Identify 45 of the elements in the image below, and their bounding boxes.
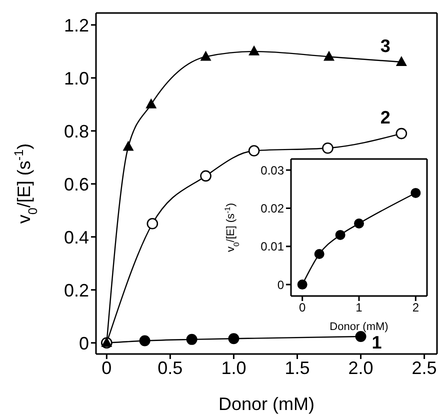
x-tick-label: 2 bbox=[412, 300, 420, 315]
x-tick-label: 1.0 bbox=[221, 358, 246, 378]
x-tick-label: 1 bbox=[356, 300, 363, 315]
y-tick-label: 0.6 bbox=[64, 174, 89, 194]
y-tick-label: 0.4 bbox=[64, 227, 89, 248]
series-label: 1 bbox=[372, 332, 382, 353]
point bbox=[248, 145, 260, 156]
y-tick-label: 0 bbox=[277, 278, 284, 292]
point bbox=[410, 188, 421, 198]
x-tick-label: 0 bbox=[298, 300, 306, 315]
point bbox=[248, 45, 260, 56]
y-tick-label: 1.0 bbox=[64, 68, 89, 88]
point bbox=[228, 333, 240, 344]
x-axis-title: Donor (mM) bbox=[218, 394, 315, 414]
x-tick-label: 0 bbox=[102, 358, 112, 378]
series-label: 2 bbox=[380, 108, 390, 128]
x-tick-label: 1.5 bbox=[284, 358, 310, 378]
point bbox=[122, 140, 134, 151]
point bbox=[324, 50, 335, 61]
y-tick-label: 0.8 bbox=[64, 121, 89, 142]
point bbox=[396, 56, 407, 66]
point bbox=[200, 50, 212, 61]
point bbox=[139, 335, 150, 346]
x-tick-label: 2.5 bbox=[412, 358, 437, 378]
point bbox=[297, 280, 308, 290]
y-tick-label: 0.2 bbox=[64, 280, 89, 300]
point bbox=[355, 331, 366, 342]
y-tick-label: 0.02 bbox=[260, 201, 284, 216]
point bbox=[186, 334, 198, 345]
y-tick-label: 0.01 bbox=[260, 240, 284, 254]
point bbox=[322, 142, 334, 154]
y-tick-label: 0.03 bbox=[260, 163, 284, 178]
x-tick-label: 0.5 bbox=[158, 358, 183, 378]
point bbox=[396, 128, 408, 140]
point bbox=[146, 98, 157, 108]
x-axis-title: Donor (mM) bbox=[330, 321, 388, 333]
point bbox=[146, 218, 158, 230]
series-label: 3 bbox=[380, 36, 390, 56]
y-tick-label: 1.2 bbox=[64, 15, 89, 36]
point bbox=[335, 230, 346, 240]
y-tick-label: 0 bbox=[78, 333, 89, 354]
x-tick-label: 2.0 bbox=[348, 358, 374, 378]
point bbox=[314, 249, 324, 260]
point bbox=[354, 218, 364, 228]
point bbox=[200, 170, 212, 182]
